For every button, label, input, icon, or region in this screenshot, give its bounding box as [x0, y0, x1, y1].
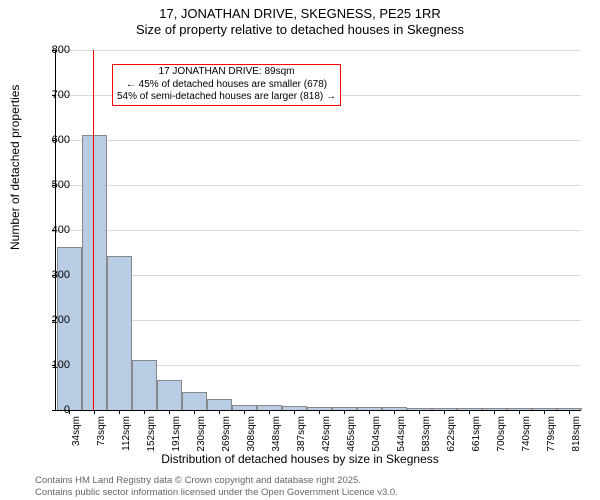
- xtick-label: 73sqm: [96, 416, 107, 466]
- xtick-label: 308sqm: [246, 416, 257, 466]
- xtick-mark: [319, 410, 320, 414]
- gridline: [56, 230, 581, 231]
- xtick-label: 426sqm: [321, 416, 332, 466]
- xtick-label: 465sqm: [346, 416, 357, 466]
- xtick-mark: [169, 410, 170, 414]
- xtick-label: 269sqm: [221, 416, 232, 466]
- histogram-bar: [157, 380, 183, 410]
- xtick-label: 152sqm: [146, 416, 157, 466]
- xtick-label: 583sqm: [421, 416, 432, 466]
- annotation-line1: 17 JONATHAN DRIVE: 89sqm: [117, 66, 336, 79]
- ytick-label: 0: [40, 404, 70, 416]
- gridline: [56, 140, 581, 141]
- ytick-label: 600: [40, 134, 70, 146]
- xtick-label: 779sqm: [546, 416, 557, 466]
- xtick-mark: [394, 410, 395, 414]
- chart-title-main: 17, JONATHAN DRIVE, SKEGNESS, PE25 1RR: [0, 6, 600, 21]
- histogram-bar: [332, 407, 358, 410]
- property-marker-line: [93, 50, 94, 410]
- xtick-label: 661sqm: [471, 416, 482, 466]
- xtick-label: 740sqm: [521, 416, 532, 466]
- xtick-mark: [244, 410, 245, 414]
- ytick-label: 800: [40, 44, 70, 56]
- xtick-label: 818sqm: [571, 416, 582, 466]
- footer-line2: Contains public sector information licen…: [35, 487, 398, 498]
- xtick-mark: [219, 410, 220, 414]
- xtick-mark: [469, 410, 470, 414]
- xtick-mark: [519, 410, 520, 414]
- annotation-line3: 54% of semi-detached houses are larger (…: [117, 91, 336, 104]
- xtick-mark: [444, 410, 445, 414]
- xtick-mark: [119, 410, 120, 414]
- xtick-mark: [494, 410, 495, 414]
- xtick-label: 34sqm: [71, 416, 82, 466]
- xtick-mark: [369, 410, 370, 414]
- xtick-label: 230sqm: [196, 416, 207, 466]
- histogram-bar: [432, 408, 458, 410]
- ytick-label: 300: [40, 269, 70, 281]
- gridline: [56, 275, 581, 276]
- histogram-bar: [382, 407, 408, 410]
- ytick-label: 700: [40, 89, 70, 101]
- xtick-label: 700sqm: [496, 416, 507, 466]
- histogram-bar: [407, 408, 433, 410]
- histogram-bar: [182, 392, 208, 410]
- xtick-mark: [419, 410, 420, 414]
- chart-title-sub: Size of property relative to detached ho…: [0, 22, 600, 37]
- xtick-label: 504sqm: [371, 416, 382, 466]
- footer-line1: Contains HM Land Registry data © Crown c…: [35, 475, 361, 486]
- histogram-bar: [507, 408, 533, 410]
- histogram-bar: [482, 408, 508, 410]
- histogram-bar: [82, 135, 108, 411]
- xtick-label: 348sqm: [271, 416, 282, 466]
- xtick-label: 191sqm: [171, 416, 182, 466]
- xtick-mark: [94, 410, 95, 414]
- gridline: [56, 50, 581, 51]
- histogram-bar: [307, 407, 333, 410]
- xtick-label: 544sqm: [396, 416, 407, 466]
- xtick-label: 622sqm: [446, 416, 457, 466]
- histogram-bar: [232, 405, 258, 411]
- xtick-mark: [344, 410, 345, 414]
- annotation-box: 17 JONATHAN DRIVE: 89sqm ← 45% of detach…: [112, 64, 341, 106]
- histogram-bar: [532, 408, 558, 410]
- histogram-bar: [207, 399, 233, 410]
- y-axis-label: Number of detached properties: [8, 85, 22, 250]
- xtick-label: 112sqm: [121, 416, 132, 466]
- plot-area: 17 JONATHAN DRIVE: 89sqm ← 45% of detach…: [55, 50, 581, 411]
- histogram-bar: [457, 408, 483, 410]
- ytick-label: 100: [40, 359, 70, 371]
- xtick-mark: [269, 410, 270, 414]
- xtick-mark: [144, 410, 145, 414]
- gridline: [56, 320, 581, 321]
- histogram-bar: [132, 360, 158, 411]
- ytick-label: 400: [40, 224, 70, 236]
- xtick-mark: [294, 410, 295, 414]
- xtick-label: 387sqm: [296, 416, 307, 466]
- histogram-bar: [257, 405, 283, 410]
- gridline: [56, 185, 581, 186]
- chart-container: 17, JONATHAN DRIVE, SKEGNESS, PE25 1RR S…: [0, 0, 600, 500]
- ytick-label: 200: [40, 314, 70, 326]
- histogram-bar: [557, 408, 583, 410]
- xtick-mark: [544, 410, 545, 414]
- histogram-bar: [357, 407, 383, 410]
- ytick-label: 500: [40, 179, 70, 191]
- annotation-line2: ← 45% of detached houses are smaller (67…: [117, 79, 336, 92]
- xtick-mark: [569, 410, 570, 414]
- histogram-bar: [282, 406, 308, 410]
- histogram-bar: [107, 256, 133, 410]
- xtick-mark: [194, 410, 195, 414]
